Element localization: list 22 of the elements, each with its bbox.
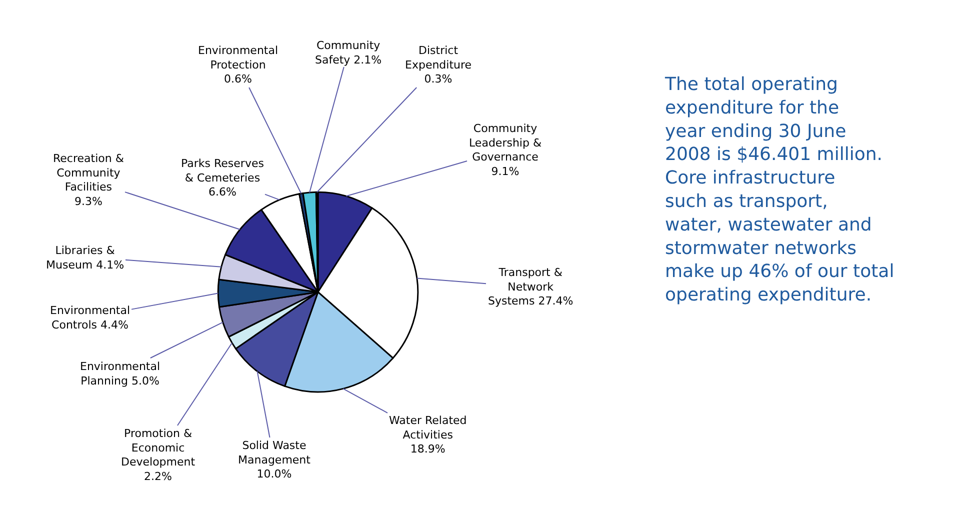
slice-label: Environmental Protection: [198, 44, 278, 72]
slice-label: Parks Reserves & Cemeteries: [181, 157, 264, 184]
data-label: 2.2%: [144, 470, 172, 483]
slice-label: Promotion & Economic Development: [121, 427, 196, 469]
slice-label: Libraries & Museum 4.1%: [46, 244, 124, 272]
slice-label: Transport & Network Systems 27.4%: [488, 266, 574, 308]
data-label: 9.1%: [491, 164, 520, 178]
slice-label: Recreation & Community Facilities: [53, 152, 124, 194]
slice-label: Solid Waste Management: [238, 439, 312, 466]
slice-label: Environmental Controls 4.4%: [50, 304, 130, 332]
text: The total operating expenditure for the year ending 30 June 2008 is $46.401 million. Core infrastructure such as transport, water, wastewater and stormwater networks make up 46% of our total operating expenditure.: [665, 74, 894, 306]
data-label: 0.3%: [424, 72, 452, 86]
slice-label: Community Leadership & Governance: [469, 122, 542, 164]
data-label: 9.3%: [74, 194, 102, 208]
data-label: 10.0%: [256, 468, 292, 481]
slice-label: District Expenditure: [405, 44, 472, 72]
slice-label: Environmental Planning 5.0%: [80, 360, 160, 388]
slice-label: Water Related Activities: [389, 414, 467, 442]
data-label: 6.6%: [208, 186, 236, 199]
data-label: 18.9%: [410, 442, 446, 456]
data-label: 0.6%: [224, 72, 252, 86]
slice-label: Community Safety 2.1%: [315, 39, 382, 66]
